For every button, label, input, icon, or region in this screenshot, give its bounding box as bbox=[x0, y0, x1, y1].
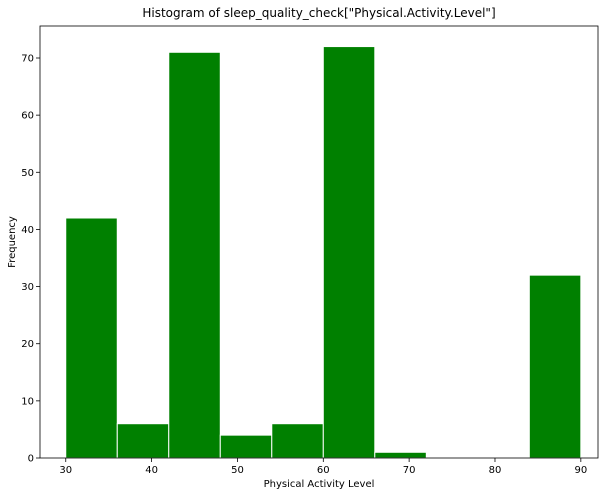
y-axis: 0 10 20 30 40 50 60 70 bbox=[21, 54, 40, 465]
histogram-bar bbox=[168, 51, 221, 459]
histogram-bar bbox=[65, 217, 118, 459]
chart-title: Histogram of sleep_quality_check["Physic… bbox=[142, 6, 495, 20]
y-tick-label: 0 bbox=[28, 454, 34, 465]
y-tick-label: 50 bbox=[21, 168, 34, 179]
x-tick-label: 50 bbox=[231, 465, 244, 476]
histogram-bar bbox=[116, 423, 170, 459]
x-tick-label: 90 bbox=[574, 465, 587, 476]
histogram-bar bbox=[528, 274, 582, 459]
y-tick-label: 20 bbox=[21, 339, 34, 350]
y-axis-label: Frequency bbox=[7, 216, 18, 268]
y-tick-label: 40 bbox=[21, 225, 34, 236]
histogram-bar bbox=[374, 451, 427, 459]
x-tick-label: 70 bbox=[403, 465, 416, 476]
x-tick-label: 40 bbox=[145, 465, 158, 476]
bars-group bbox=[65, 46, 582, 459]
x-axis-label: Physical Activity Level bbox=[264, 479, 375, 490]
histogram-bar bbox=[322, 46, 376, 459]
y-tick-label: 60 bbox=[21, 111, 34, 122]
y-tick-label: 10 bbox=[21, 396, 34, 407]
x-tick-label: 80 bbox=[489, 465, 502, 476]
histogram-bar bbox=[271, 423, 324, 459]
x-tick-label: 30 bbox=[59, 465, 72, 476]
y-tick-label: 30 bbox=[21, 282, 34, 293]
histogram-bar bbox=[219, 434, 273, 459]
y-tick-label: 70 bbox=[21, 54, 34, 65]
plot-frame bbox=[39, 25, 599, 459]
x-axis: 30 40 50 60 70 80 90 bbox=[59, 458, 587, 476]
x-tick-label: 60 bbox=[317, 465, 330, 476]
